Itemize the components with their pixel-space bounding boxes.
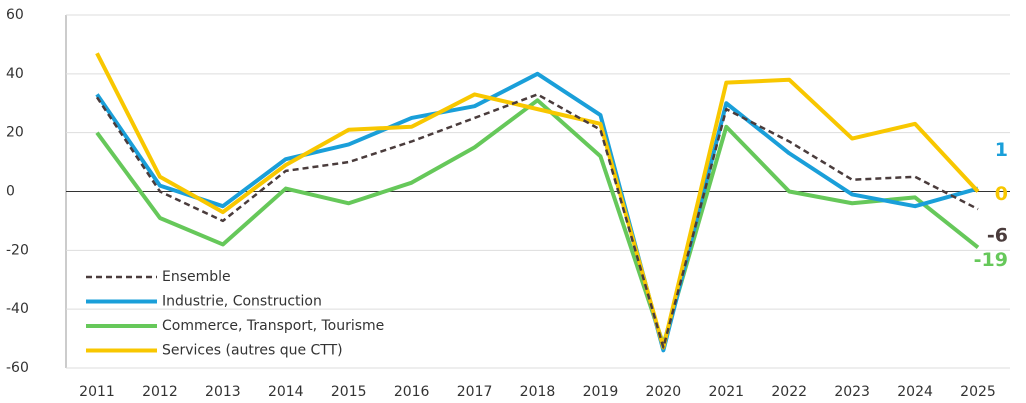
x-tick-label: 2018 <box>520 384 556 400</box>
x-tick-label: 2017 <box>457 384 493 400</box>
x-tick-label: 2015 <box>331 384 367 400</box>
end-label: 0 <box>995 183 1008 205</box>
series-line <box>95 52 980 350</box>
x-tick-label: 2020 <box>646 384 682 400</box>
y-tick-label: 0 <box>6 184 15 200</box>
y-tick-label: -20 <box>6 242 29 258</box>
x-tick-label: 2025 <box>960 384 996 400</box>
x-tick-label: 2021 <box>708 384 744 400</box>
legend-label: Commerce, Transport, Tourisme <box>162 318 384 334</box>
y-tick-label: 40 <box>6 66 24 82</box>
x-tick-label: 2016 <box>394 384 430 400</box>
y-tick-label: 60 <box>6 7 24 23</box>
x-tick-label: 2014 <box>268 384 304 400</box>
x-tick-label: 2024 <box>897 384 933 400</box>
series-line <box>95 93 979 349</box>
series-line <box>95 98 980 347</box>
x-tick-label: 2013 <box>205 384 241 400</box>
y-tick-label: -40 <box>6 301 29 317</box>
end-label: -6 <box>987 225 1008 247</box>
x-tick-label: 2022 <box>771 384 807 400</box>
legend-label: Ensemble <box>162 269 231 285</box>
y-tick-label: 20 <box>6 125 24 141</box>
x-tick-label: 2011 <box>79 384 115 400</box>
end-label: -19 <box>974 249 1008 271</box>
legend-label: Industrie, Construction <box>162 294 322 310</box>
series-line <box>95 71 979 353</box>
x-tick-label: 2012 <box>142 384 178 400</box>
legend-label: Services (autres que CTT) <box>162 343 343 359</box>
end-label: 1 <box>995 139 1008 161</box>
x-tick-label: 2023 <box>834 384 870 400</box>
y-tick-label: -60 <box>6 360 29 376</box>
x-tick-label: 2019 <box>583 384 619 400</box>
